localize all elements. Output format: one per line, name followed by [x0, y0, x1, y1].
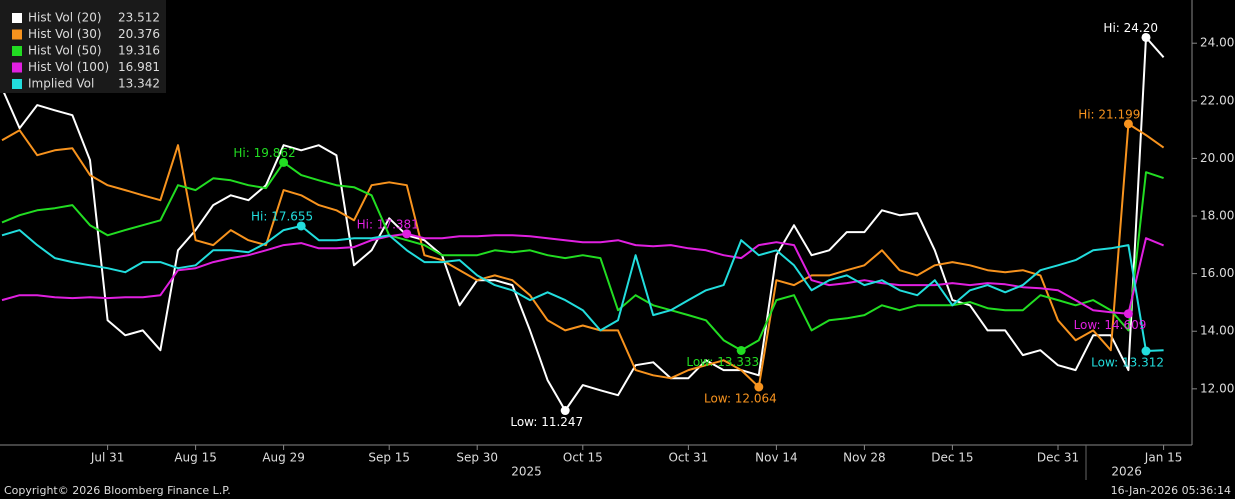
extreme-label: Hi: 21.199	[1078, 107, 1140, 121]
y-tick-label: 22.000	[1200, 93, 1235, 107]
y-tick-label: 12.000	[1200, 381, 1235, 395]
x-tick-label: Sep 15	[368, 451, 410, 465]
legend-label: Hist Vol (50)	[28, 44, 102, 58]
extreme-label: Low: 11.247	[510, 415, 583, 429]
timestamp: 16-Jan-2026 05:36:14	[1111, 484, 1231, 497]
series-line	[1, 225, 1164, 352]
legend-box	[0, 0, 166, 93]
y-tick-label: 20.000	[1200, 151, 1235, 165]
extreme-label: Hi: 24.20	[1103, 21, 1158, 35]
x-tick-label: Sep 30	[456, 451, 498, 465]
extreme-label: Low: 13.333	[686, 355, 759, 369]
legend-label: Hist Vol (30)	[28, 27, 102, 41]
x-tick-label: Dec 15	[931, 451, 973, 465]
extreme-point	[1123, 309, 1133, 319]
extreme-point	[296, 221, 306, 231]
legend-value: 13.342	[118, 77, 160, 91]
legend-value: 20.376	[118, 27, 160, 41]
copyright: Copyright© 2026 Bloomberg Finance L.P.	[4, 484, 231, 497]
legend-label: Hist Vol (20)	[28, 11, 102, 25]
series-line	[1, 122, 1165, 388]
legend-swatch	[12, 62, 22, 73]
y-tick-label: 14.000	[1200, 324, 1235, 338]
y-tick-label: 16.000	[1200, 266, 1235, 280]
legend-swatch	[12, 29, 22, 40]
year-label: 2025	[511, 465, 542, 479]
extreme-point	[1123, 119, 1133, 129]
y-tick-label: 24.000	[1200, 36, 1235, 50]
extreme-point	[754, 382, 764, 392]
extreme-point	[1141, 346, 1151, 356]
x-tick-label: Jan 15	[1144, 451, 1183, 465]
legend-swatch	[12, 13, 22, 23]
series-line	[1, 36, 1165, 412]
x-tick-label: Aug 15	[174, 451, 217, 465]
legend-label: Hist Vol (100)	[28, 60, 109, 74]
extreme-label: Low: 14.609	[1074, 318, 1147, 332]
extreme-label: Hi: 17.655	[251, 209, 313, 223]
series-line	[1, 232, 1164, 315]
extreme-point	[736, 345, 746, 355]
x-tick-label: Dec 31	[1037, 451, 1079, 465]
extreme-label: Low: 12.064	[704, 391, 777, 405]
annotations: Low: 11.247 Hi: 24.20 Low: 12.064 Hi: 21.19…	[233, 21, 1164, 429]
legend-value: 23.512	[118, 11, 160, 25]
x-tick-label: Nov 28	[843, 451, 886, 465]
extreme-point	[402, 229, 412, 239]
legend-swatch	[12, 46, 22, 56]
x-tick-label: Jul 31	[90, 451, 125, 465]
legend-value: 19.316	[118, 44, 160, 58]
axes: 12.000 14.000 16.000 18.000 20.000 22.000 24.0…	[90, 36, 1235, 479]
extreme-point	[279, 157, 289, 167]
year-label: 2026	[1111, 465, 1142, 479]
y-tick-label: 18.000	[1200, 209, 1235, 223]
plot	[1, 36, 1165, 412]
extreme-label: Low: 13.312	[1091, 356, 1164, 370]
legend-label: Implied Vol	[28, 77, 94, 91]
series-line	[1, 161, 1164, 352]
x-tick-label: Oct 31	[668, 451, 708, 465]
extreme-label: Hi: 19.862	[233, 146, 295, 160]
extreme-point	[1141, 32, 1151, 42]
x-tick-label: Nov 14	[755, 451, 798, 465]
legend: Hist Vol (20) 23.512 Hist Vol (30) 20.376 Hi…	[12, 11, 160, 91]
extreme-point	[560, 406, 570, 416]
x-tick-label: Aug 29	[262, 451, 305, 465]
legend-swatch	[12, 79, 22, 89]
legend-value: 16.981	[118, 60, 160, 74]
extreme-label: Hi: 17.381	[357, 217, 419, 231]
x-tick-label: Oct 15	[563, 451, 603, 465]
